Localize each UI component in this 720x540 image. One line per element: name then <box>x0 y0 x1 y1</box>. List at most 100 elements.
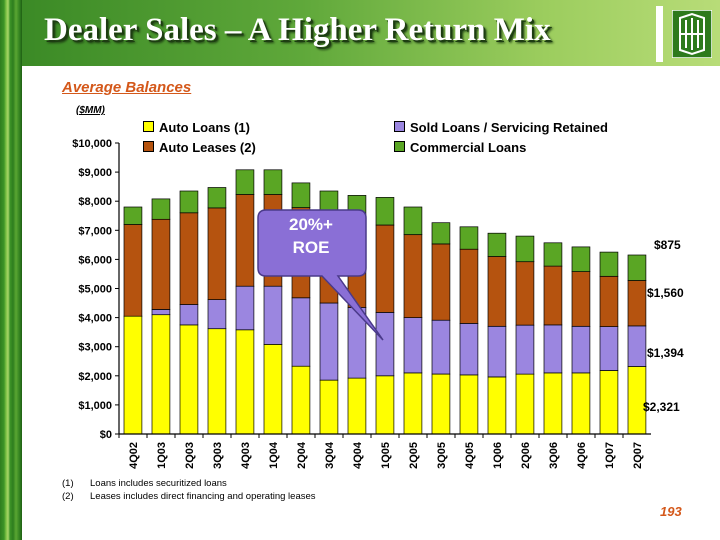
bar-segment-sold-loans-servicing-retained-3q06 <box>543 324 563 374</box>
bar-segment-auto-loans-1-4q03 <box>235 329 255 435</box>
legend-swatch-auto-leases <box>143 141 154 152</box>
bar-segment-auto-leases-2-1q06 <box>487 256 507 327</box>
bar-segment-sold-loans-servicing-retained-2q03 <box>179 304 199 326</box>
x-tick-label: 1Q04 <box>268 441 280 469</box>
bar-segment-auto-leases-2-3q03 <box>207 207 227 300</box>
units-label: ($MM) <box>76 105 105 116</box>
bar-segment-auto-leases-2-4q06 <box>571 271 591 327</box>
bar-segment-sold-loans-servicing-retained-2q04 <box>291 297 311 367</box>
bar-segment-sold-loans-servicing-retained-1q06 <box>487 325 507 378</box>
bar-segment-commercial-loans-4q02 <box>123 206 143 225</box>
bar-segment-auto-loans-1-1q04 <box>263 344 283 435</box>
bar-segment-sold-loans-servicing-retained-3q04 <box>319 302 339 381</box>
bar-segment-sold-loans-servicing-retained-2q07 <box>627 325 647 367</box>
bar-segment-auto-leases-2-1q03 <box>151 218 171 310</box>
x-tick-label: 4Q03 <box>240 442 252 469</box>
x-tick-label: 3Q05 <box>436 442 448 469</box>
bar-segment-sold-loans-servicing-retained-3q03 <box>207 299 227 330</box>
bar-segment-auto-loans-1-4q04 <box>347 377 367 435</box>
y-tick-label: $3,000 <box>78 342 112 354</box>
bar-segment-auto-leases-2-2q03 <box>179 212 199 305</box>
legend-item-auto-leases: Auto Leases (2) <box>143 140 256 155</box>
x-tick-label: 4Q06 <box>576 442 588 469</box>
x-tick-label: 1Q06 <box>492 442 504 469</box>
bar-segment-auto-leases-2-2q05 <box>403 234 423 318</box>
bar-segment-commercial-loans-4q03 <box>235 169 255 195</box>
y-tick-label: $7,000 <box>78 225 112 237</box>
legend-label-sold-loans: Sold Loans / Servicing Retained <box>410 120 608 135</box>
callout-line-2: ROE <box>292 238 330 257</box>
bar-segment-commercial-loans-2q05 <box>403 206 423 235</box>
bar-segment-commercial-loans-4q05 <box>459 226 479 250</box>
value-label-auto-leases: $1,560 <box>647 286 684 300</box>
x-tick-label: 2Q03 <box>184 442 196 469</box>
value-label-sold-loans: $1,394 <box>647 346 684 360</box>
bar-segment-sold-loans-servicing-retained-4q06 <box>571 325 591 374</box>
legend-label-auto-leases: Auto Leases (2) <box>159 140 256 155</box>
footnote-2: (2) Leases includes direct financing and … <box>62 491 316 502</box>
roe-callout-text: 20%+ ROE <box>262 213 360 259</box>
bar-segment-auto-leases-2-4q03 <box>235 194 255 287</box>
x-tick-label: 1Q05 <box>380 442 392 469</box>
bar-segment-commercial-loans-1q07 <box>599 251 619 277</box>
bar-segment-commercial-loans-1q05 <box>375 197 395 226</box>
bar-segment-sold-loans-servicing-retained-2q06 <box>515 324 535 375</box>
bar-segment-auto-loans-1-3q06 <box>543 372 563 435</box>
bar-segment-auto-loans-1-2q06 <box>515 373 535 435</box>
title-divider <box>656 6 663 62</box>
x-tick-label: 3Q04 <box>324 441 336 469</box>
legend-item-sold-loans: Sold Loans / Servicing Retained <box>394 120 608 135</box>
bar-segment-auto-loans-1-2q03 <box>179 324 199 435</box>
legend-swatch-sold-loans <box>394 121 405 132</box>
chart-subtitle: Average Balances <box>62 79 192 96</box>
bar-segment-commercial-loans-3q06 <box>543 242 563 267</box>
y-tick-label: $10,000 <box>72 138 112 150</box>
footnotes: (1) Loans includes securitized loans (2) L… <box>62 478 316 504</box>
bar-segment-auto-loans-1-3q04 <box>319 379 339 435</box>
bar-segment-commercial-loans-2q06 <box>515 235 535 263</box>
x-tick-label: 4Q05 <box>464 442 476 469</box>
y-tick-label: $6,000 <box>78 254 112 266</box>
bar-segment-commercial-loans-2q07 <box>627 254 647 281</box>
left-decorative-stripe <box>0 0 22 540</box>
bar-segment-sold-loans-servicing-retained-2q05 <box>403 317 423 374</box>
page-title: Dealer Sales – A Higher Return Mix <box>44 12 551 48</box>
x-tick-label: 2Q06 <box>520 442 532 469</box>
title-bar <box>22 0 720 66</box>
bar-segment-sold-loans-servicing-retained-3q05 <box>431 319 451 375</box>
bar-segment-sold-loans-servicing-retained-1q04 <box>263 285 283 345</box>
bar-segment-commercial-loans-1q04 <box>263 169 283 195</box>
bar-segment-auto-leases-2-3q06 <box>543 265 563 326</box>
y-tick-label: $0 <box>100 429 112 441</box>
x-tick-label: 3Q06 <box>548 442 560 469</box>
legend-item-auto-loans: Auto Loans (1) <box>143 120 250 135</box>
bar-segment-auto-leases-2-4q02 <box>123 224 143 317</box>
x-tick-label: 2Q05 <box>408 442 420 469</box>
bar-segment-commercial-loans-1q03 <box>151 198 171 220</box>
y-tick-label: $8,000 <box>78 196 112 208</box>
bar-segment-auto-loans-1-1q05 <box>375 375 395 435</box>
y-tick-label: $5,000 <box>78 284 112 296</box>
x-tick-label: 2Q04 <box>296 441 308 469</box>
y-tick-label: $9,000 <box>78 167 112 179</box>
bar-segment-auto-loans-1-2q05 <box>403 372 423 435</box>
bar-segment-sold-loans-servicing-retained-4q05 <box>459 323 479 376</box>
bar-segment-commercial-loans-3q03 <box>207 187 227 209</box>
x-tick-label: 4Q04 <box>352 441 364 469</box>
bar-segment-sold-loans-servicing-retained-1q07 <box>599 326 619 371</box>
bar-segment-sold-loans-servicing-retained-1q05 <box>375 312 395 377</box>
bar-segment-auto-leases-2-1q07 <box>599 275 619 327</box>
roe-callout-bubble <box>257 209 384 341</box>
y-tick-label: $1,000 <box>78 400 112 412</box>
footnote-1: (1) Loans includes securitized loans <box>62 478 227 489</box>
bar-segment-auto-leases-2-1q05 <box>375 224 395 313</box>
x-tick-label: 4Q02 <box>128 442 140 469</box>
bar-segment-auto-loans-1-3q03 <box>207 328 227 435</box>
bar-segment-auto-leases-2-3q05 <box>431 243 451 321</box>
bar-segment-auto-loans-1-3q05 <box>431 373 451 435</box>
bar-segment-sold-loans-servicing-retained-1q03 <box>151 309 171 316</box>
bar-segment-commercial-loans-4q06 <box>571 246 591 272</box>
y-tick-label: $4,000 <box>78 313 112 325</box>
legend-item-commercial-loans: Commercial Loans <box>394 140 526 155</box>
